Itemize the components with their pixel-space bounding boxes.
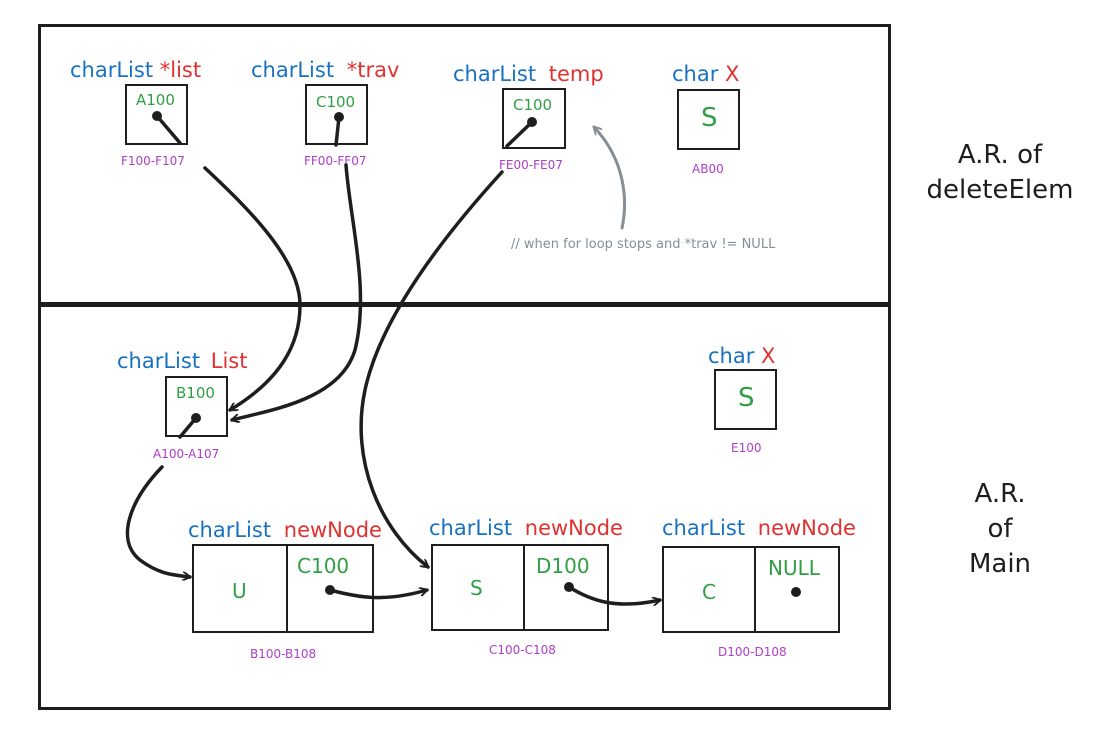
var-x-main-label: char X [708, 344, 775, 368]
var-mainlist-box: B100 [165, 376, 228, 437]
node3-data-cell: C [662, 546, 756, 633]
node1-data: U [232, 579, 247, 603]
var-list-name: *list [159, 58, 202, 82]
ar-main-line3: Main [968, 549, 1032, 579]
ar-main-line2: of [987, 514, 1013, 544]
var-mainlist-label: charList List [117, 349, 247, 373]
var-temp-value: C100 [513, 96, 553, 114]
ar-deleteElem-line2: deleteElem [926, 175, 1074, 205]
var-x-main-name: X [761, 344, 776, 368]
node3-name: newNode [757, 516, 856, 540]
loop-stop-note: // when for loop stops and *trav != NULL [511, 237, 776, 252]
ar-deleteElem-label: A.R. of deleteElem [905, 138, 1095, 208]
var-trav-type: charList [251, 58, 335, 82]
node1-type: charList [188, 518, 272, 542]
var-mainlist-value: B100 [176, 384, 215, 402]
var-x-del-name: X [725, 62, 740, 86]
var-x-main-value: S [738, 383, 755, 413]
var-x-del-label: char X [672, 62, 739, 86]
node1-data-cell: U [192, 544, 288, 633]
var-list-box: A100 [125, 84, 188, 145]
var-trav-box: C100 [305, 84, 368, 145]
var-x-del-box: S [677, 89, 740, 150]
var-trav-name: *trav [346, 58, 400, 82]
var-list-label: charList *list [70, 58, 201, 82]
ar-deleteElem-line1: A.R. of [957, 140, 1043, 170]
ar-main-line1: A.R. [974, 479, 1026, 509]
node2-next-cell: D100 [523, 544, 609, 631]
node2-next: D100 [536, 554, 590, 578]
var-x-main-type: char [708, 344, 755, 368]
var-temp-label: charList temp [453, 62, 604, 86]
var-temp-address: FE00-FE07 [499, 158, 563, 172]
node3-data: C [702, 580, 716, 604]
node3-next-cell: NULL [754, 546, 840, 633]
node2-data-cell: S [431, 544, 525, 631]
var-x-del-address: AB00 [692, 162, 724, 176]
node3-next: NULL [768, 556, 820, 580]
var-trav-label: charList *trav [251, 58, 399, 82]
node1-next-cell: C100 [286, 544, 374, 633]
node1-next: C100 [297, 554, 350, 578]
node2-data: S [470, 576, 483, 600]
var-x-main-box: S [714, 369, 777, 430]
var-temp-box: C100 [502, 88, 566, 149]
var-list-type: charList [70, 58, 154, 82]
var-mainlist-type: charList [117, 349, 201, 373]
node2-type: charList [429, 516, 513, 540]
var-x-del-value: S [701, 103, 718, 133]
node1-label: charList newNode [188, 518, 382, 542]
node3-type: charList [662, 516, 746, 540]
var-trav-address: FF00-FF07 [304, 154, 367, 168]
var-trav-value: C100 [316, 93, 356, 111]
var-temp-name: temp [548, 62, 604, 86]
node2-address: C100-C108 [489, 643, 556, 657]
node1-address: B100-B108 [250, 647, 317, 661]
var-x-main-address: E100 [731, 441, 762, 455]
var-mainlist-name: List [210, 349, 248, 373]
var-list-address: F100-F107 [121, 154, 185, 168]
var-list-value: A100 [136, 91, 175, 109]
node3-label: charList newNode [662, 516, 856, 540]
node2-label: charList newNode [429, 516, 623, 540]
node3-address: D100-D108 [718, 645, 787, 659]
var-mainlist-address: A100-A107 [153, 447, 220, 461]
var-temp-type: charList [453, 62, 537, 86]
node1-name: newNode [283, 518, 382, 542]
var-x-del-type: char [672, 62, 719, 86]
ar-main-label: A.R. of Main [935, 477, 1065, 582]
node2-name: newNode [524, 516, 623, 540]
